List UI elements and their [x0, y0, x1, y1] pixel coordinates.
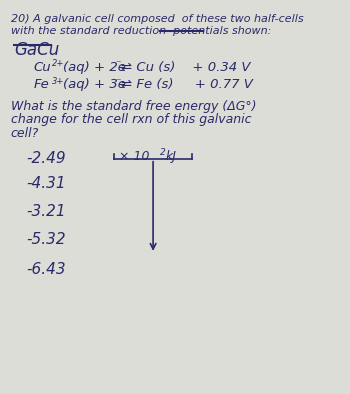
Text: 20) A galvanic cell composed  of these two half-cells: 20) A galvanic cell composed of these tw…: [11, 14, 303, 24]
Text: -2.49: -2.49: [27, 151, 66, 166]
Text: ⁻: ⁻: [115, 77, 121, 87]
Text: kJ: kJ: [166, 150, 177, 163]
Text: -3.21: -3.21: [27, 204, 66, 219]
Text: GaCu: GaCu: [14, 41, 60, 59]
Text: ⇌ Fe (s)     + 0.77 V: ⇌ Fe (s) + 0.77 V: [121, 78, 253, 91]
Text: What is the standard free energy (ΔG°): What is the standard free energy (ΔG°): [11, 100, 257, 113]
Text: Cu: Cu: [33, 61, 51, 74]
Text: ⇌ Cu (s)    + 0.34 V: ⇌ Cu (s) + 0.34 V: [121, 61, 251, 74]
Text: 2: 2: [160, 148, 166, 157]
Text: -6.43: -6.43: [27, 262, 66, 277]
Text: -5.32: -5.32: [27, 232, 66, 247]
Text: Fe: Fe: [33, 78, 49, 91]
Text: × 10: × 10: [119, 150, 149, 163]
Text: change for the cell rxn of this galvanic: change for the cell rxn of this galvanic: [11, 113, 251, 126]
Text: ⁻: ⁻: [115, 59, 121, 69]
Text: with the standard reduction  potentials shown:: with the standard reduction potentials s…: [11, 26, 271, 35]
Text: (aq) + 3e: (aq) + 3e: [63, 78, 126, 91]
Text: (aq) + 2e: (aq) + 2e: [63, 61, 126, 74]
Text: 2+: 2+: [51, 59, 64, 68]
Text: 3+: 3+: [51, 77, 64, 86]
Text: cell?: cell?: [11, 126, 39, 139]
Text: -4.31: -4.31: [27, 176, 66, 191]
